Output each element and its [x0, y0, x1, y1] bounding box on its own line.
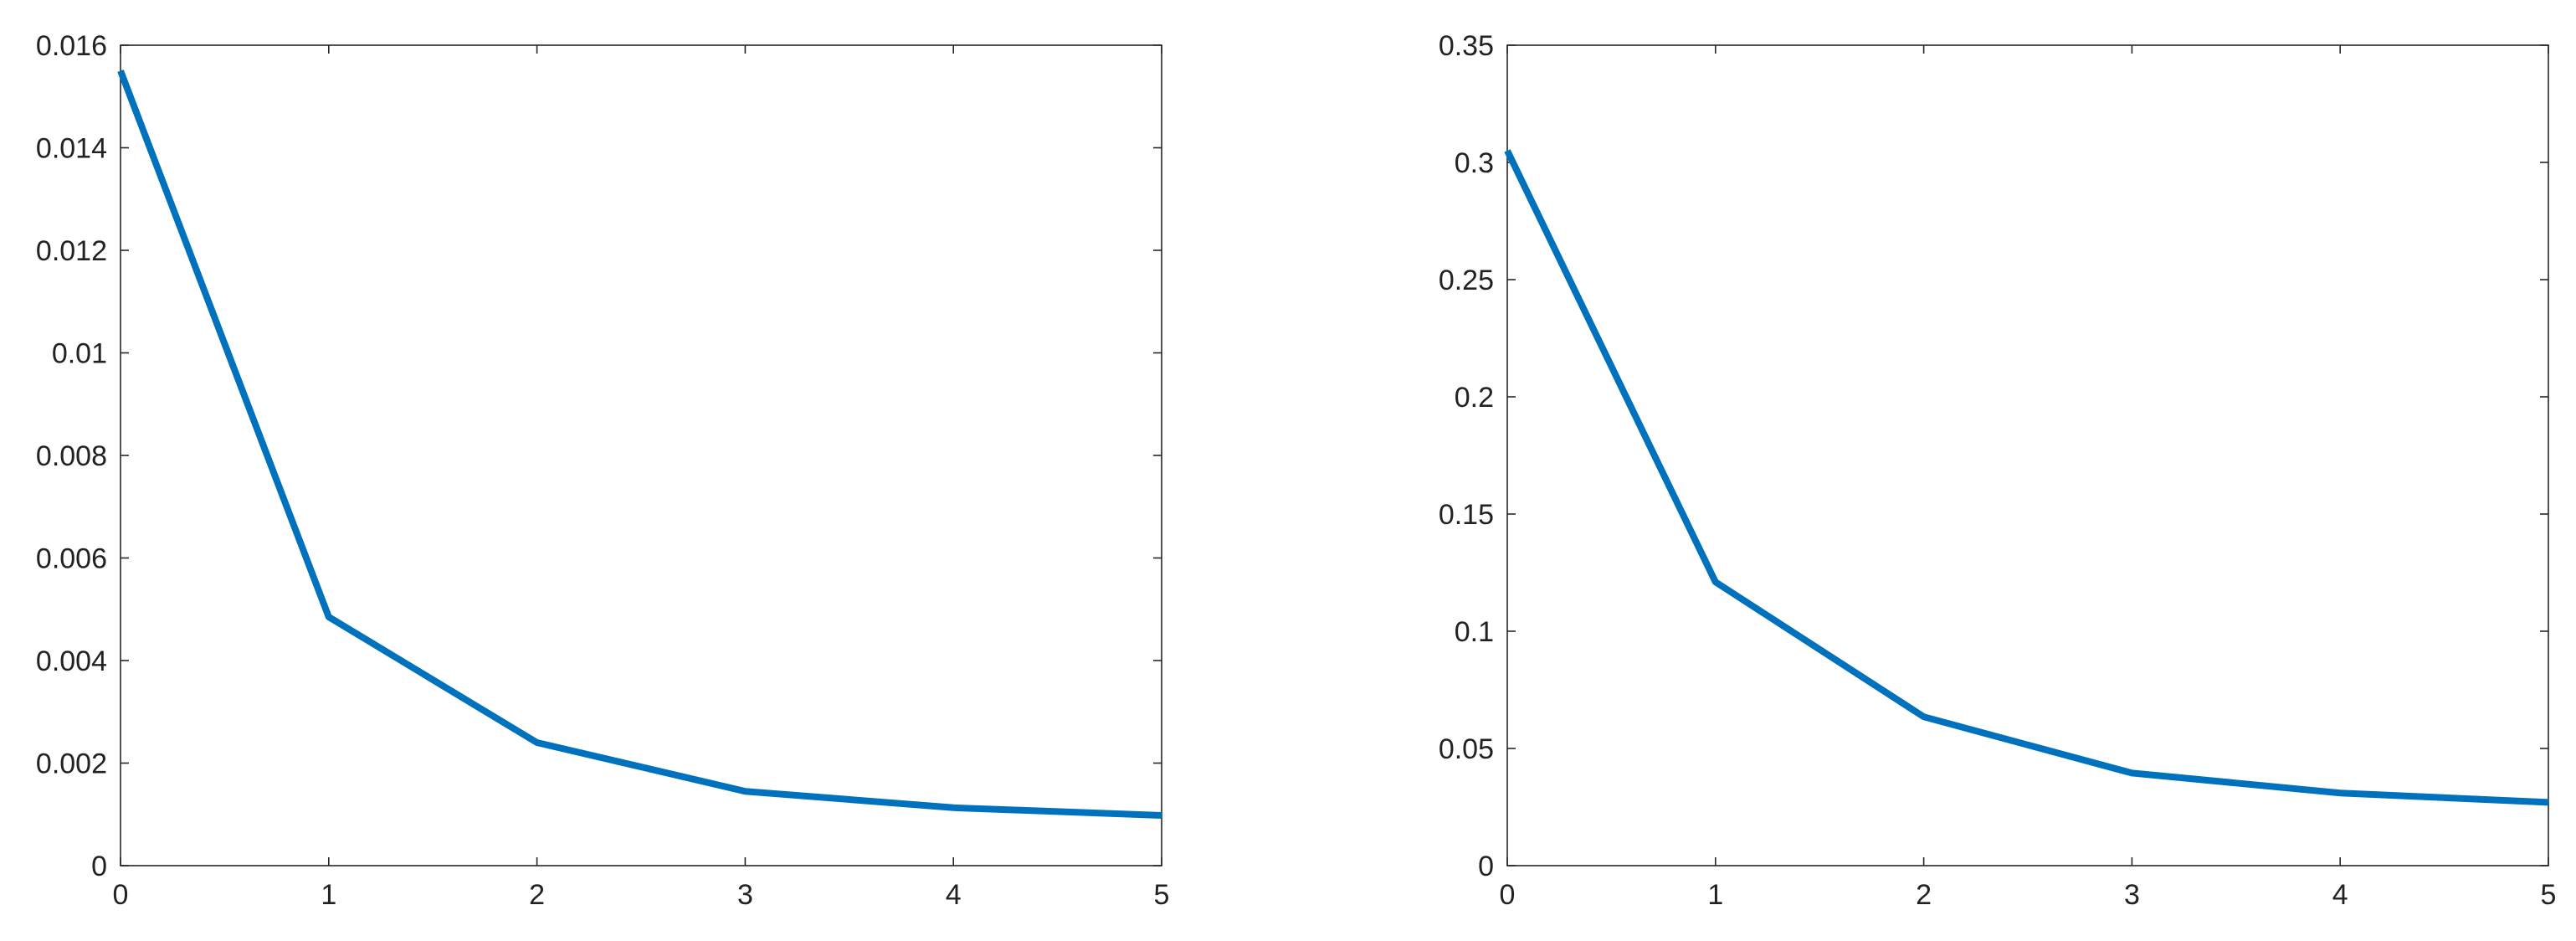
axes-frame	[120, 44, 1162, 866]
y-tick-label: 0.012	[36, 235, 107, 267]
x-tick-label: 5	[1154, 879, 1170, 911]
x-tick-label: 4	[946, 879, 962, 911]
axes-frame	[1506, 44, 2549, 866]
y-tick-label: 0.2	[1455, 382, 1494, 414]
x-tick-label: 0	[1500, 879, 1516, 911]
y-tick-label: 0.01	[52, 338, 107, 370]
y-tick-label: 0.014	[36, 133, 107, 165]
series-line	[1504, 149, 2549, 806]
y-tick-label: 0.006	[36, 543, 107, 575]
x-tick-label: 5	[2541, 879, 2557, 911]
y-tick-label: 0.15	[1439, 499, 1494, 531]
left-chart: 0 1 2 3 4 5 0 0.002 0.004 0.006 0.008 0.01 0.012 0.01…	[36, 30, 1170, 911]
x-tick-label: 3	[737, 879, 753, 911]
x-tick-label: 1	[321, 879, 336, 911]
y-tick-label: 0.1	[1455, 616, 1494, 648]
right-chart: 0 1 2 3 4 5 0 0.05 0.1 0.15 0.2 0.25 0.3 0.35	[1439, 30, 2557, 911]
x-tick-label: 4	[2332, 879, 2348, 911]
y-tick-label: 0	[91, 851, 107, 882]
y-tick-label: 0.3	[1455, 147, 1494, 179]
y-tick-label: 0.004	[36, 645, 107, 677]
y-tick-label: 0.016	[36, 30, 107, 62]
x-tick-label: 2	[1916, 879, 1932, 911]
y-tick-label: 0.25	[1439, 265, 1494, 296]
x-tick-label: 0	[113, 879, 129, 911]
y-tick-label: 0.35	[1439, 30, 1494, 62]
x-tick-label: 3	[2124, 879, 2140, 911]
y-tick-label: 0.05	[1439, 733, 1494, 765]
series-line	[117, 69, 1162, 819]
y-tick-label: 0	[1478, 851, 1494, 882]
y-tick-label: 0.008	[36, 440, 107, 472]
x-tick-label: 1	[1707, 879, 1723, 911]
y-tick-label: 0.002	[36, 748, 107, 780]
x-tick-label: 2	[529, 879, 545, 911]
